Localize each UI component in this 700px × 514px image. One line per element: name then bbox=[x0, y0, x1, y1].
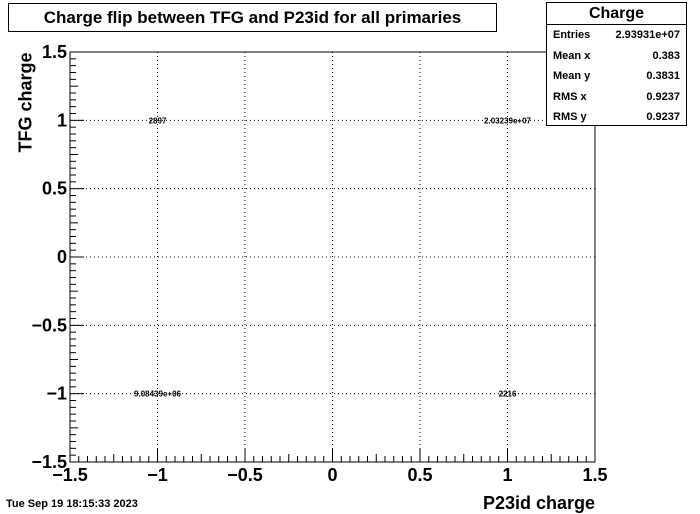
stats-row-mean-y: Mean y 0.3831 bbox=[547, 66, 686, 87]
chart-title: Charge flip between TFG and P23id for al… bbox=[8, 3, 497, 32]
y-tick-label: 1.5 bbox=[42, 42, 67, 62]
y-tick-label: −1 bbox=[46, 384, 67, 404]
x-tick-label: 0 bbox=[327, 465, 337, 485]
stats-value: 0.9237 bbox=[646, 111, 680, 123]
cell-label: 9.08439e+06 bbox=[134, 390, 181, 399]
x-tick-label: −1 bbox=[147, 465, 168, 485]
stats-label: RMS y bbox=[553, 111, 587, 123]
stats-value: 2.93931e+07 bbox=[615, 29, 680, 41]
stats-label: Mean y bbox=[553, 70, 591, 82]
stats-value: 0.9237 bbox=[646, 90, 680, 103]
stats-label: Mean x bbox=[553, 49, 591, 62]
grid bbox=[70, 52, 595, 462]
cell-label: 2.03239e+07 bbox=[484, 116, 531, 125]
stats-row-rms-y: RMS y 0.9237 bbox=[547, 107, 686, 128]
y-tick-label: 0 bbox=[57, 247, 67, 267]
y-tick-label: −1.5 bbox=[31, 452, 67, 472]
x-tick-label: 0.5 bbox=[407, 465, 432, 485]
footer-date: Tue Sep 19 18:15:33 2023 bbox=[6, 498, 138, 510]
stats-row-mean-x: Mean x 0.383 bbox=[547, 46, 686, 67]
stats-label: RMS x bbox=[553, 90, 587, 103]
axis-ticks bbox=[69, 51, 596, 463]
y-tick-label: −0.5 bbox=[31, 315, 67, 335]
x-tick-label: 1.5 bbox=[582, 465, 607, 485]
y-tick-label: 1 bbox=[57, 110, 67, 130]
y-axis-label-wrap: TFG charge bbox=[4, 52, 48, 152]
stats-value: 0.383 bbox=[652, 49, 680, 62]
cell-label: 2216 bbox=[499, 390, 517, 399]
stats-row-rms-x: RMS x 0.9237 bbox=[547, 87, 686, 108]
stats-title: Charge bbox=[547, 3, 686, 25]
x-tick-label: −0.5 bbox=[227, 465, 263, 485]
x-axis-label: P23id charge bbox=[482, 493, 595, 513]
stats-box: Charge Entries 2.93931e+07 Mean x 0.383 … bbox=[546, 2, 687, 126]
stats-label: Entries bbox=[553, 29, 591, 41]
tick-labels: −1.5 −1 −0.5 0 0.5 1 1.5 −1.5 −1 −0.5 0 0.5 1 1.5 bbox=[31, 42, 607, 485]
cell-labels: 2897 2.03239e+07 9.08439e+06 2216 bbox=[134, 116, 531, 398]
stats-row-entries: Entries 2.93931e+07 bbox=[547, 25, 686, 46]
y-tick-label: 0.5 bbox=[42, 179, 67, 199]
x-tick-label: −1.5 bbox=[52, 465, 88, 485]
y-axis-label: TFG charge bbox=[15, 51, 36, 153]
x-tick-label: 1 bbox=[502, 465, 512, 485]
stats-value: 0.3831 bbox=[646, 70, 680, 82]
cell-label: 2897 bbox=[149, 116, 167, 125]
